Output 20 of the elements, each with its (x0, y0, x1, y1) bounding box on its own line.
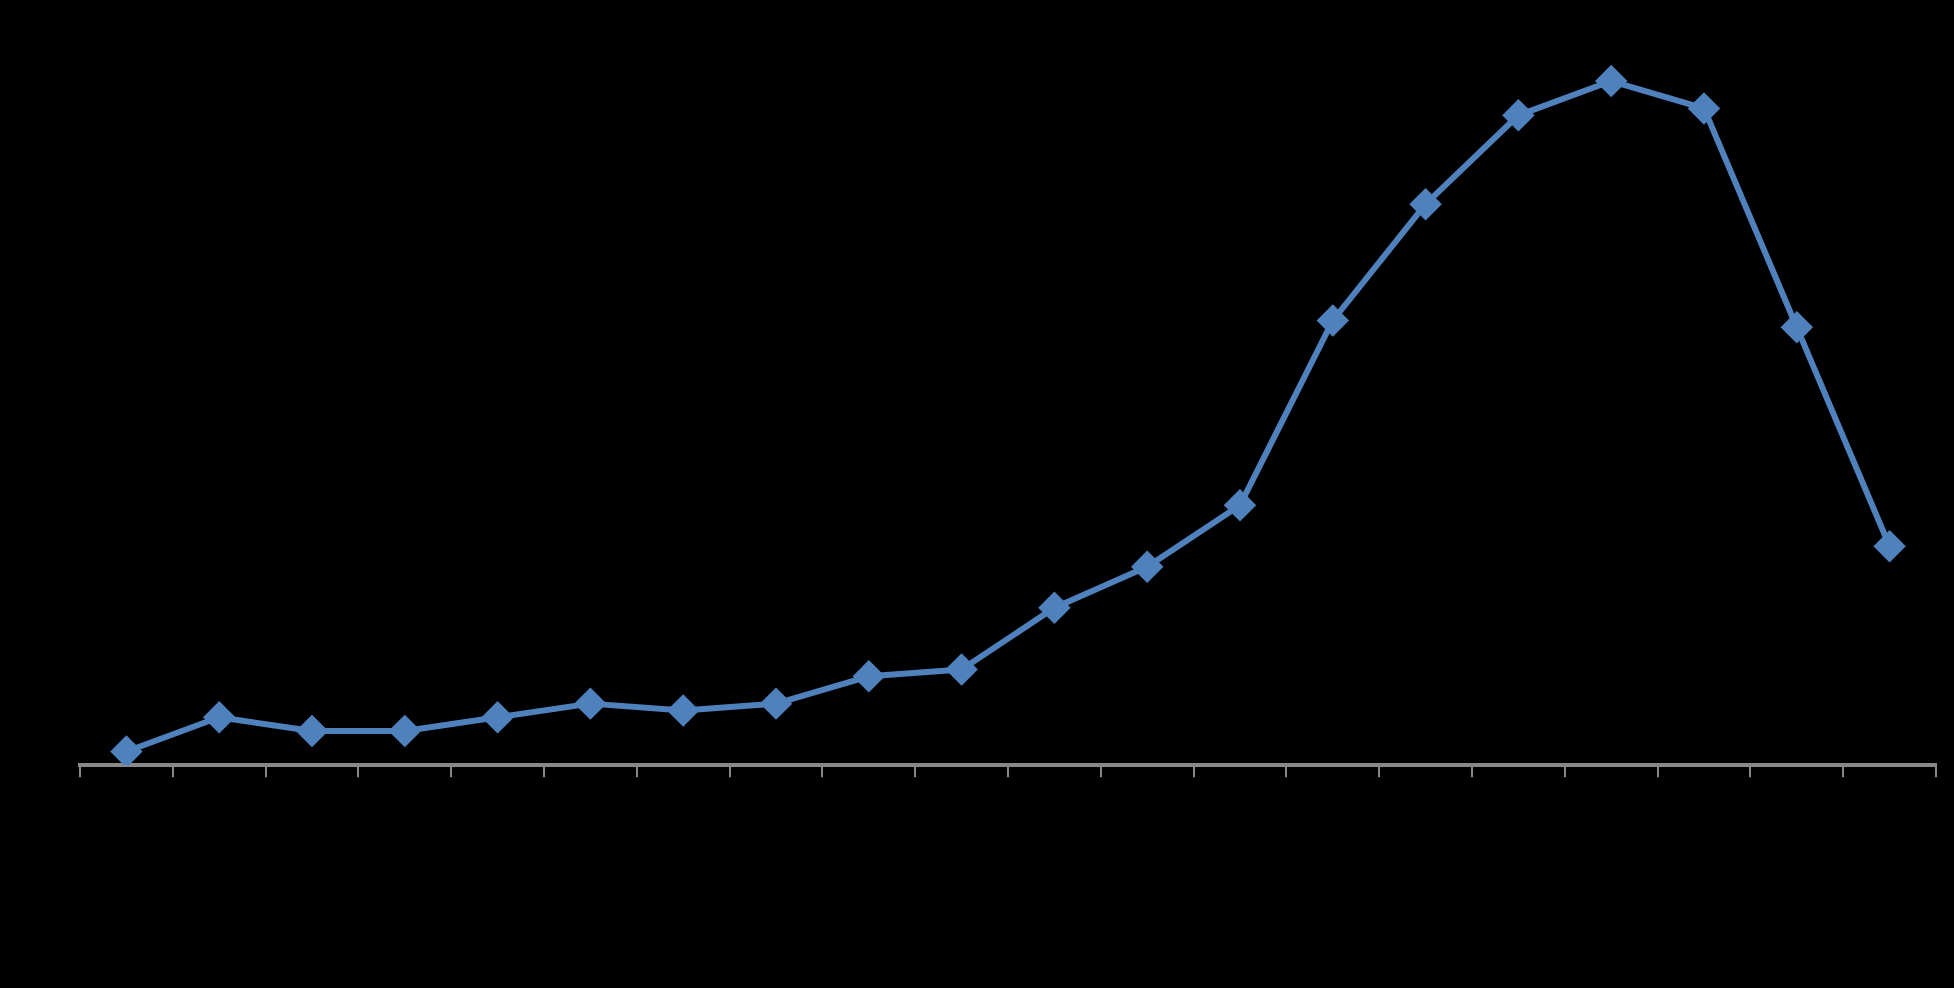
point (1410, 189, 1441, 220)
point (482, 702, 513, 733)
point (1225, 490, 1255, 521)
point (1874, 531, 1905, 562)
point (204, 702, 235, 733)
point (1781, 312, 1812, 343)
point (389, 715, 420, 746)
point (575, 688, 606, 719)
point (1039, 592, 1070, 623)
point (946, 654, 977, 685)
point (853, 661, 884, 692)
point (668, 695, 699, 726)
point (1317, 305, 1348, 336)
point (1503, 100, 1534, 131)
point (761, 688, 791, 719)
point (1596, 66, 1627, 97)
point (111, 736, 142, 766)
point (1132, 551, 1163, 582)
point (1689, 93, 1719, 124)
point (297, 715, 327, 746)
